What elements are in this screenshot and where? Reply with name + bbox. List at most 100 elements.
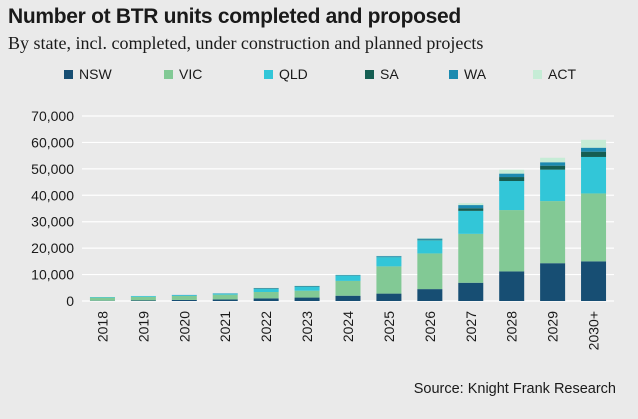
x-tick-label: 2027 [463, 311, 479, 342]
legend-label-vic: VIC [179, 66, 203, 82]
x-tick-label: 2018 [94, 311, 110, 342]
bar-segment-vic [294, 290, 320, 298]
bar-segment-act [417, 238, 443, 239]
bar-segment-qld [581, 156, 607, 194]
bar-segment-sa [458, 208, 484, 211]
x-tick-label: 2026 [422, 311, 438, 342]
x-tick-label: 2023 [299, 311, 315, 342]
bar-segment-vic [335, 280, 361, 296]
legend-label-qld: QLD [279, 66, 308, 82]
bar-segment-vic [89, 297, 115, 301]
bar-segment-vic [212, 294, 238, 300]
bar-segment-sa [499, 177, 525, 182]
legend-swatch-qld [264, 69, 273, 79]
x-tick-label: 2025 [381, 311, 397, 342]
bar-segment-nsw [417, 289, 443, 301]
bar-segment-qld [212, 293, 238, 295]
legend-item-vic: VIC [164, 66, 202, 82]
y-tick-label: 30,000 [31, 214, 74, 230]
bar-segment-vic [458, 233, 484, 283]
bar-segment-vic [171, 295, 197, 300]
x-tick-label: 2022 [258, 311, 274, 342]
y-tick-label: 70,000 [31, 108, 74, 124]
bar-segment-act [458, 203, 484, 206]
chart-title: Number ot BTR units completed and propos… [8, 5, 461, 28]
bar-segment-qld [376, 257, 402, 267]
bar-segment-sa [417, 239, 443, 241]
x-tick-label: 2030+ [586, 311, 602, 350]
legend-item-nsw: NSW [64, 66, 112, 82]
bar-segment-vic [499, 210, 525, 272]
bar-segment-qld [171, 295, 197, 296]
bar-segment-vic [581, 193, 607, 262]
bar-segment-nsw [581, 261, 607, 301]
bar-segment-wa [581, 147, 607, 152]
legend-item-act: ACT [533, 66, 576, 82]
y-tick-label: 40,000 [31, 187, 74, 203]
bar-segment-act [540, 157, 566, 163]
bar-segment-sa [581, 151, 607, 157]
bar-segment-nsw [171, 299, 197, 301]
x-tick-label: 2024 [340, 311, 356, 342]
legend-label-sa: SA [380, 66, 399, 82]
bar-segment-nsw [499, 271, 525, 301]
bar-segment-nsw [540, 263, 566, 301]
bar-segment-qld [499, 181, 525, 211]
y-tick-label: 20,000 [31, 240, 74, 256]
legend-item-wa: WA [449, 66, 486, 82]
bar-segment-wa [294, 285, 320, 287]
bar-segment-wa [540, 162, 566, 166]
bar-segment-nsw [335, 295, 361, 301]
bar-segment-wa [499, 173, 525, 178]
source-note: Source: Knight Frank Research [413, 381, 616, 397]
y-tick-label: 60,000 [31, 134, 74, 150]
legend-label-act: ACT [548, 66, 576, 82]
legend-label-wa: WA [464, 66, 487, 82]
bar-segment-qld [89, 297, 115, 298]
bar-segment-nsw [130, 300, 156, 301]
legend-swatch-wa [449, 69, 458, 79]
legend-swatch-nsw [64, 69, 73, 79]
bar-segment-qld [335, 275, 361, 281]
bar-segment-sa [540, 165, 566, 170]
legend-label-nsw: NSW [79, 66, 112, 82]
bar-segment-qld [294, 286, 320, 291]
bar-segment-wa [458, 205, 484, 209]
bar-segment-wa [253, 288, 279, 289]
bar-segment-wa [417, 238, 443, 240]
legend-item-qld: QLD [264, 66, 308, 82]
chart-subtitle: By state, incl. completed, under constru… [8, 33, 484, 53]
bar-segment-vic [417, 253, 443, 290]
x-tick-label: 2021 [217, 311, 233, 342]
x-tick-label: 2020 [176, 311, 192, 342]
y-tick-label: 50,000 [31, 161, 74, 177]
y-tick-label: 0 [66, 293, 74, 309]
bar-segment-qld [540, 169, 566, 202]
legend-swatch-vic [164, 69, 173, 79]
bar-segment-vic [130, 296, 156, 301]
bar-segment-nsw [458, 282, 484, 301]
legend-item-sa: SA [365, 66, 399, 82]
bar-segment-nsw [253, 298, 279, 301]
x-tick-label: 2028 [504, 311, 520, 342]
bar-segment-nsw [376, 293, 402, 301]
y-tick-label: 10,000 [31, 267, 74, 283]
bar-segment-nsw [294, 297, 320, 301]
bar-segment-vic [253, 292, 279, 299]
bar-segment-wa [376, 256, 402, 257]
bar-segment-wa [335, 274, 361, 276]
bar-segment-act [581, 139, 607, 148]
legend-swatch-act [533, 69, 542, 79]
bar-segment-qld [253, 288, 279, 293]
bar-segment-vic [540, 201, 566, 264]
bar-segment-act [499, 169, 525, 174]
bar-segment-vic [376, 266, 402, 294]
x-tick-label: 2029 [545, 311, 561, 342]
bar-segment-qld [130, 295, 156, 297]
x-tick-label: 2019 [135, 311, 151, 342]
legend-swatch-sa [365, 69, 374, 79]
chart-legend: NSW VIC QLD SA WA ACT [0, 66, 638, 84]
bar-segment-nsw [212, 299, 238, 301]
